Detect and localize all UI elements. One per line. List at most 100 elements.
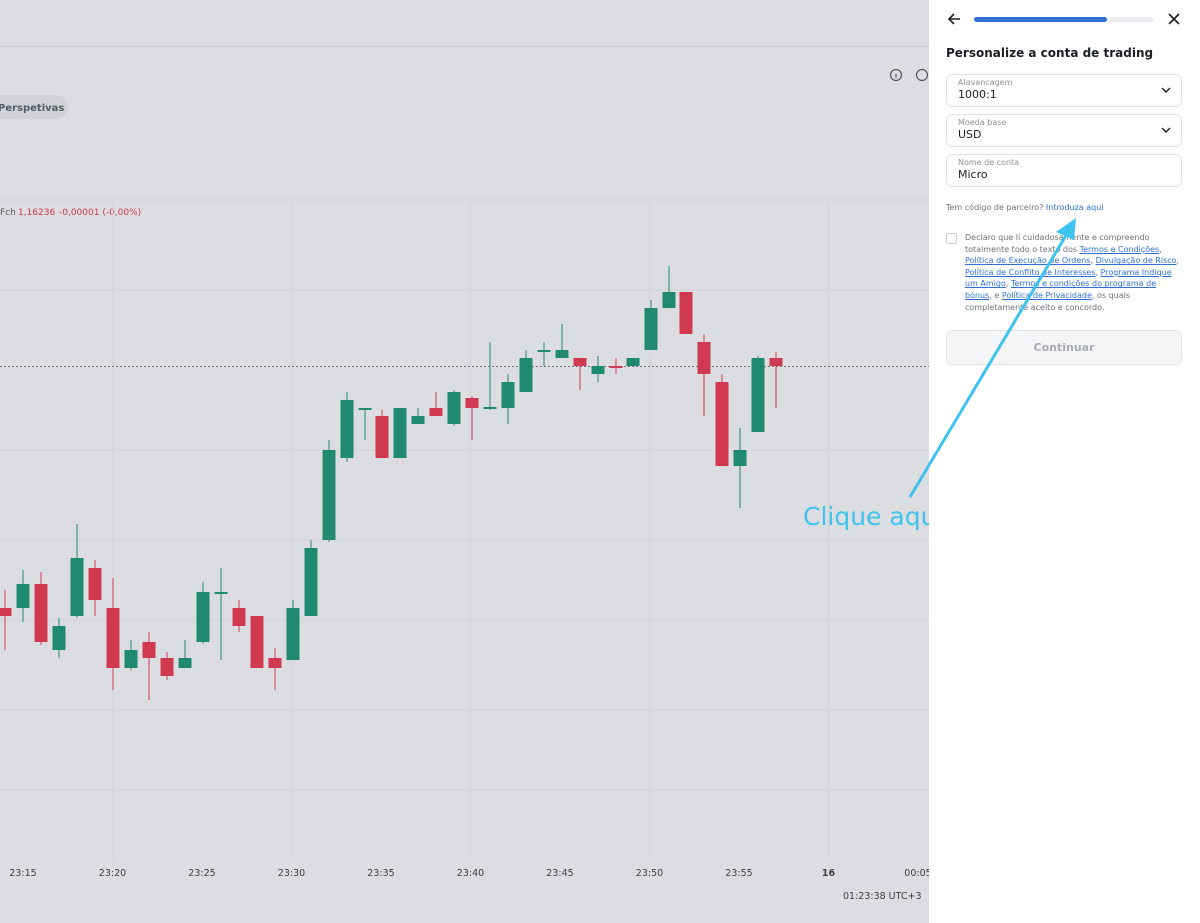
candle-body <box>644 308 658 350</box>
candle-body <box>733 450 747 466</box>
candle-body <box>609 366 623 368</box>
time-label: 23:50 <box>636 868 663 879</box>
progress <box>974 16 1154 22</box>
candle-body <box>250 616 264 668</box>
candle-body <box>160 658 174 676</box>
field[interactable]: Nome de conta Micro <box>946 154 1182 187</box>
candle-body <box>555 350 569 358</box>
candle-body <box>483 407 497 409</box>
continue-button[interactable]: Continuar <box>946 330 1182 366</box>
candle-body <box>286 608 300 660</box>
time-label: 23:25 <box>188 868 215 879</box>
candle-body <box>697 342 711 374</box>
info-icon[interactable] <box>889 68 903 82</box>
consent-checkbox[interactable] <box>946 233 957 244</box>
consent-link[interactable]: Política de Conflito de Interesses <box>965 267 1096 277</box>
top-bar <box>946 0 1182 38</box>
consent-link[interactable]: Termos e Condições <box>1079 244 1160 254</box>
field-label: Moeda base <box>958 118 1007 127</box>
candle-body <box>142 642 156 658</box>
field[interactable]: Alavancagem 1000:1 <box>946 74 1182 107</box>
time-label: 00:05 <box>904 868 929 879</box>
panel-title: Personalize a conta de trading <box>946 46 1154 60</box>
time-label: 23:15 <box>9 868 36 879</box>
consent-link[interactable]: Divulgação de Risco <box>1095 256 1177 266</box>
legend-change: -0,00001 (-0,00%) <box>59 208 141 218</box>
candle-body <box>124 650 138 668</box>
candle-body <box>429 408 443 416</box>
time-label: 23:40 <box>457 868 484 879</box>
time-label: 16 <box>822 868 836 879</box>
field[interactable]: Moeda base USD <box>946 114 1182 147</box>
consent-part: , e <box>989 290 1002 300</box>
chevron <box>1161 127 1171 133</box>
consent-part: , <box>1090 256 1096 266</box>
candle-body <box>0 608 12 616</box>
clock: 01:23:38 UTC+3 <box>843 891 922 902</box>
back-button[interactable] <box>946 11 962 27</box>
annotation-arrow <box>908 462 929 498</box>
candle-body <box>769 358 783 366</box>
dropdown-chevron <box>1161 127 1171 133</box>
candle-body <box>106 608 120 668</box>
consent: Declaro que li cuidadosamente e compreen… <box>946 232 1182 313</box>
progress-fill <box>974 16 1108 22</box>
legend-label: Fch <box>0 208 16 218</box>
candle-body <box>214 592 228 594</box>
candle-body <box>591 366 605 374</box>
candle-body <box>358 408 372 410</box>
candle-body <box>393 408 407 458</box>
consent-link[interactable]: Política de Execução de Ordens <box>965 256 1091 266</box>
time-label: 23:30 <box>278 868 305 879</box>
candle-body <box>447 392 461 424</box>
partner-link[interactable]: Introduza aqui <box>1045 203 1104 212</box>
time-label: 23:45 <box>546 868 573 879</box>
partner: Tem código de parceiro? Introduza aqui <box>946 203 1182 212</box>
candle-body <box>679 292 693 334</box>
legend-price: 1,16236 <box>18 208 55 218</box>
field-value: USD <box>958 128 982 141</box>
tab[interactable]: Perspetivas <box>0 103 64 114</box>
consent-part: , <box>1159 244 1162 254</box>
field-value: 1000:1 <box>958 88 997 101</box>
time-label: 23:20 <box>99 868 126 879</box>
field-label: Alavancagem <box>958 78 1013 87</box>
field-label: Nome de conta <box>958 158 1020 167</box>
candle-body <box>573 358 587 366</box>
partner-question: Tem código de parceiro? <box>946 203 1044 212</box>
candle-body <box>268 658 282 668</box>
candle-body <box>715 382 729 466</box>
candle-body <box>304 548 318 616</box>
chart: Perspetivas Fch 1,16236 -0,00001 (-0,00%… <box>0 46 929 902</box>
alarm-icon[interactable] <box>915 68 929 82</box>
candle-body <box>16 584 30 608</box>
candle-body <box>340 400 354 458</box>
side-panel: Personalize a conta de trading Alavancag… <box>929 0 1200 923</box>
consent-part: , <box>1176 256 1180 266</box>
candle-body <box>537 350 551 352</box>
time-label: 23:55 <box>725 868 752 879</box>
candle-body <box>70 558 84 616</box>
consent-text: Declaro que li cuidadosamente e compreen… <box>965 232 1182 313</box>
candle-body <box>465 398 479 408</box>
candle-body <box>519 358 533 392</box>
consent-link[interactable]: Política de Privacidade <box>1001 290 1092 300</box>
tab-bg[interactable] <box>0 95 68 119</box>
field-value: Micro <box>958 168 988 181</box>
candle-body <box>411 416 425 424</box>
candle-body <box>322 450 336 540</box>
candle-body <box>52 626 66 650</box>
candle-body <box>501 382 515 408</box>
consent-part: , <box>1095 267 1101 277</box>
candle-body <box>751 358 765 432</box>
fields: Alavancagem 1000:1 Moeda base USD Nome de co… <box>946 74 1182 187</box>
annotation: Clique aqui <box>803 502 929 531</box>
candle-body <box>34 584 48 642</box>
close-button[interactable] <box>1166 11 1182 27</box>
candle-body <box>196 592 210 642</box>
candle-body <box>88 568 102 600</box>
candle-body <box>375 416 389 458</box>
candle-body <box>662 292 676 308</box>
chevron <box>1161 87 1171 93</box>
